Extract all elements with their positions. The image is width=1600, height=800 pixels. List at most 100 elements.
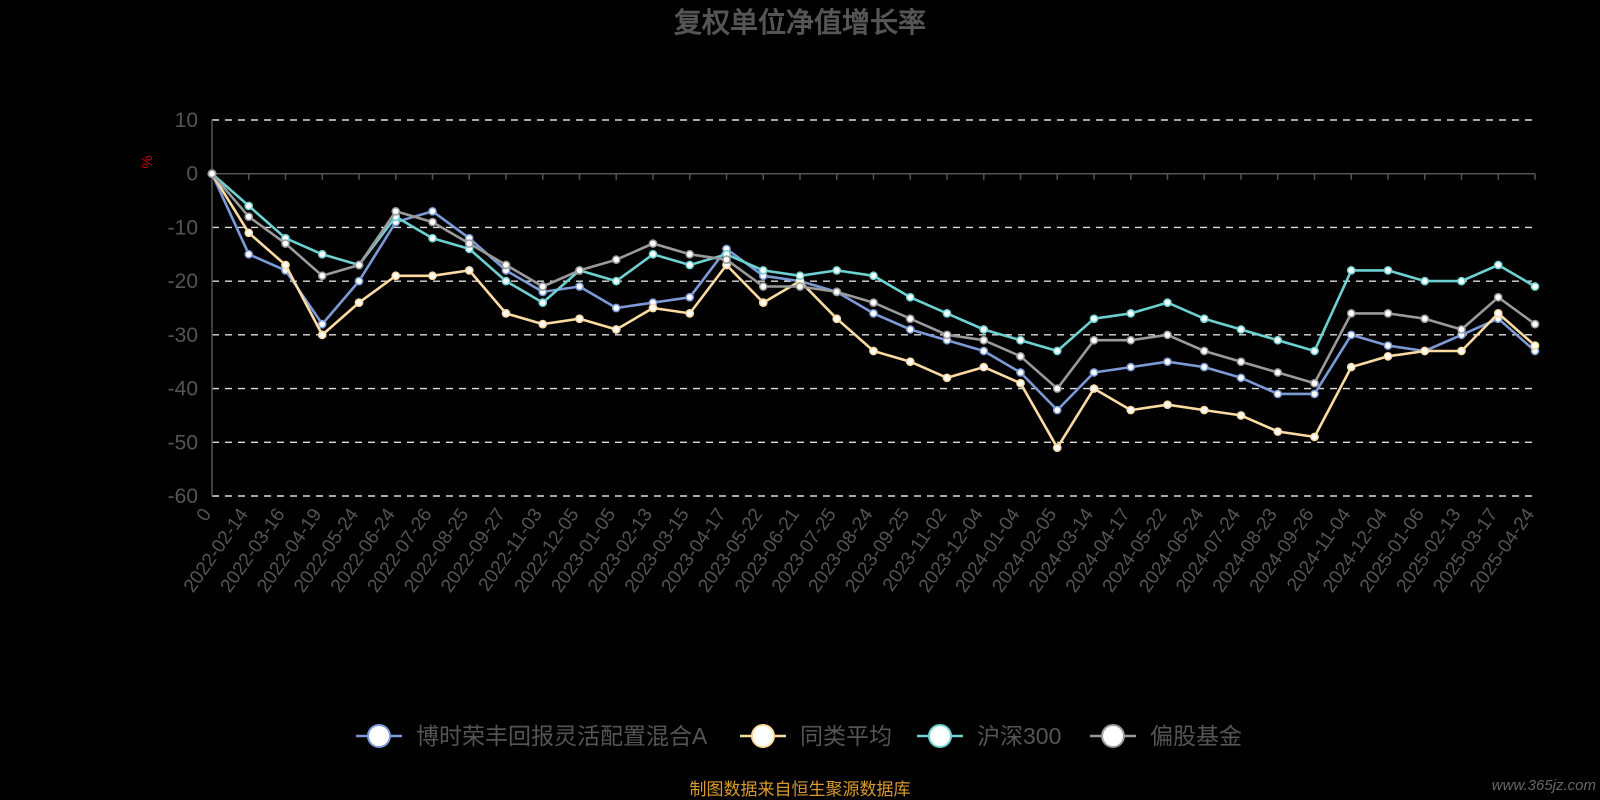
- data-point: [428, 206, 437, 216]
- data-point: [1273, 335, 1283, 345]
- data-point: [317, 249, 327, 259]
- data-point: [1126, 405, 1136, 415]
- data-point: [979, 362, 989, 372]
- data-point: [1089, 335, 1099, 345]
- data-point: [575, 266, 584, 275]
- data-point: [1163, 298, 1172, 307]
- data-point: [1089, 314, 1099, 324]
- data-point: [795, 271, 805, 281]
- series-line: [210, 173, 1536, 412]
- data-point: [1273, 389, 1283, 399]
- data-point: [1199, 362, 1209, 372]
- data-point: [1493, 292, 1503, 302]
- data-point: [869, 271, 878, 281]
- x-tick-label: 0: [193, 505, 216, 526]
- data-point: [1016, 335, 1025, 345]
- data-point: [501, 260, 511, 270]
- data-point: [685, 249, 695, 259]
- data-point: [942, 309, 952, 318]
- legend-label: 博时荣丰回报灵活配置混合A: [416, 723, 708, 749]
- data-point: [428, 233, 437, 243]
- y-tick-label: -10: [168, 216, 198, 239]
- data-point: [1016, 368, 1025, 377]
- legend-marker: [367, 724, 391, 748]
- data-point: [354, 276, 364, 286]
- data-point: [1126, 335, 1136, 345]
- data-point: [1052, 443, 1062, 453]
- data-point: [648, 249, 658, 259]
- data-point: [317, 271, 327, 281]
- data-point: [905, 357, 915, 367]
- data-point: [391, 271, 401, 281]
- data-point: [979, 335, 989, 345]
- data-point: [1236, 357, 1246, 367]
- data-point: [538, 298, 548, 307]
- data-point: [464, 266, 474, 275]
- data-point: [244, 201, 254, 211]
- data-point: [1273, 368, 1283, 377]
- y-tick-label: -60: [168, 485, 198, 508]
- data-point: [1457, 276, 1466, 286]
- data-point: [281, 239, 290, 248]
- data-point: [464, 239, 474, 248]
- data-point: [685, 260, 695, 270]
- axes: 100-10-20-30-40-50-6002022-02-142022-03-…: [168, 109, 1540, 596]
- data-point: [354, 260, 364, 270]
- series-lines: [207, 169, 1540, 453]
- data-point: [1310, 389, 1319, 399]
- legend-marker: [751, 724, 775, 748]
- data-point: [1457, 325, 1466, 334]
- data-point: [1199, 346, 1209, 356]
- data-point: [1383, 266, 1393, 275]
- data-point: [905, 325, 915, 334]
- y-axis-unit: %: [139, 155, 156, 168]
- data-point: [795, 282, 805, 291]
- y-tick-label: -40: [168, 378, 198, 401]
- data-point: [869, 298, 878, 307]
- data-point: [979, 346, 989, 356]
- data-point: [611, 325, 621, 334]
- data-point: [317, 330, 327, 340]
- data-point: [611, 303, 621, 313]
- chart-title: 复权单位净值增长率: [674, 6, 926, 38]
- data-point: [391, 206, 401, 216]
- data-point: [1493, 260, 1503, 270]
- data-point: [758, 298, 768, 307]
- data-point: [1126, 362, 1136, 372]
- data-point: [244, 249, 254, 259]
- series-line: [211, 172, 1536, 353]
- legend-marker: [1101, 724, 1125, 748]
- data-point: [1346, 309, 1356, 318]
- data-point: [1089, 368, 1099, 377]
- data-point: [869, 309, 878, 318]
- watermark: www.365jz.com: [1492, 777, 1596, 794]
- data-point: [685, 309, 695, 318]
- data-point: [575, 314, 584, 324]
- data-point: [281, 260, 290, 270]
- data-point: [1530, 341, 1540, 350]
- data-point: [611, 276, 621, 286]
- data-point: [1163, 330, 1172, 340]
- data-point: [1420, 346, 1430, 356]
- data-point: [1310, 346, 1319, 356]
- legend: 博时荣丰回报灵活配置混合A 同类平均 沪深300 偏股基金: [356, 723, 1242, 749]
- data-point: [1236, 411, 1246, 420]
- data-point: [1346, 266, 1356, 275]
- data-point: [758, 266, 768, 275]
- data-point: [354, 298, 364, 307]
- y-tick-label: -20: [168, 270, 198, 293]
- data-point: [207, 169, 217, 179]
- data-point: [1383, 341, 1393, 350]
- data-point: [1016, 378, 1025, 388]
- data-point: [1163, 400, 1172, 410]
- data-point: [1493, 309, 1503, 318]
- series-3: [207, 169, 1540, 393]
- data-point: [501, 276, 511, 286]
- source-note: 制图数据来自恒生聚源数据库: [690, 780, 911, 799]
- data-point: [648, 303, 658, 313]
- data-point: [1420, 314, 1430, 324]
- data-point: [1199, 314, 1209, 324]
- data-point: [905, 314, 915, 324]
- data-point: [979, 325, 989, 334]
- data-point: [1163, 357, 1172, 367]
